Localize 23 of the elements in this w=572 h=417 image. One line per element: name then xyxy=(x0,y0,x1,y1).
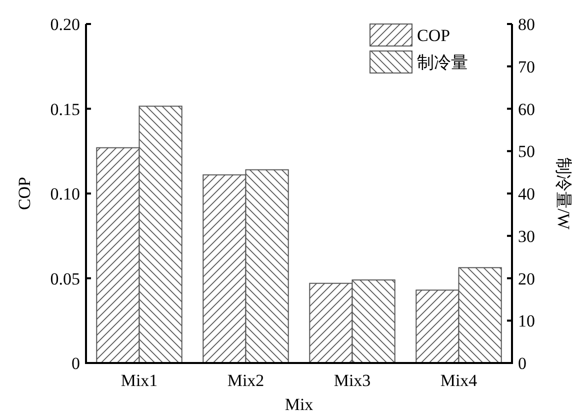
y-axis-title: COP xyxy=(15,176,34,210)
x-tick-label: Mix2 xyxy=(227,371,264,390)
y2-tick-label: 70 xyxy=(518,57,535,76)
x-tick-label: Mix3 xyxy=(334,371,371,390)
y2-tick-label: 30 xyxy=(518,226,535,246)
y2-tick-label: 50 xyxy=(518,142,535,162)
y-tick-label: 0.15 xyxy=(50,100,80,119)
y-tick-label: 0.05 xyxy=(50,269,80,288)
legend-label: 制冷量 xyxy=(417,53,468,72)
y-tick-label: 0.10 xyxy=(50,184,80,204)
y-tick-label: 0.20 xyxy=(50,15,80,34)
x-axis-title: Mix xyxy=(284,395,314,414)
y2-tick-label: 20 xyxy=(518,269,535,288)
y2-tick-label: 0 xyxy=(518,354,526,373)
y2-tick-label: 40 xyxy=(518,184,535,204)
y2-tick-label: 10 xyxy=(518,312,535,331)
y2-tick-label: 60 xyxy=(518,100,535,119)
y2-tick-label: 80 xyxy=(518,15,535,34)
legend-label: COP xyxy=(417,26,450,45)
y-tick-label: 0 xyxy=(72,354,80,373)
x-tick-label: Mix4 xyxy=(440,371,478,390)
x-tick-label: Mix1 xyxy=(120,371,158,390)
y2-axis-title: 制冷量/W xyxy=(554,158,572,230)
